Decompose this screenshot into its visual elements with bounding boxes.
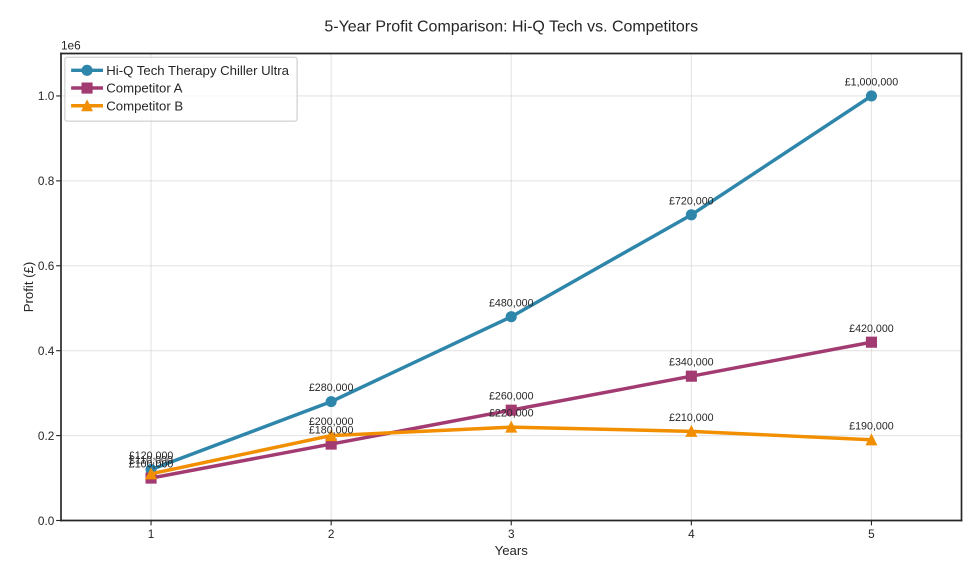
svg-text:Competitor B: Competitor B [106,98,183,113]
svg-text:£280,000: £280,000 [309,382,354,394]
svg-text:£190,000: £190,000 [849,420,894,432]
svg-text:£340,000: £340,000 [669,357,714,369]
svg-text:0.6: 0.6 [38,259,55,273]
svg-text:5: 5 [868,527,875,541]
svg-text:£210,000: £210,000 [669,412,714,424]
svg-text:£110,000: £110,000 [129,454,173,466]
svg-text:£220,000: £220,000 [489,408,534,420]
svg-text:2: 2 [328,527,335,541]
svg-text:4: 4 [688,527,695,541]
svg-text:1.0: 1.0 [38,89,55,103]
svg-text:£180,000: £180,000 [309,425,354,437]
svg-text:0.4: 0.4 [38,344,55,358]
svg-text:£200,000: £200,000 [309,416,354,428]
svg-text:1e6: 1e6 [61,38,81,52]
svg-text:£100,000: £100,000 [129,459,174,471]
svg-text:Profit (£): Profit (£) [21,262,36,313]
svg-text:£260,000: £260,000 [489,391,534,403]
svg-text:£1,000,000: £1,000,000 [845,77,899,89]
svg-text:0.2: 0.2 [38,429,54,443]
svg-text:Hi-Q Tech Therapy Chiller Ultr: Hi-Q Tech Therapy Chiller Ultra [106,63,289,78]
svg-text:0.8: 0.8 [38,174,55,188]
svg-text:Years: Years [495,543,529,558]
svg-text:Competitor A: Competitor A [106,81,182,96]
svg-text:£720,000: £720,000 [669,195,714,207]
svg-text:0.0: 0.0 [38,514,55,528]
svg-text:1: 1 [148,527,155,541]
svg-text:£120,000: £120,000 [129,450,174,462]
svg-text:£420,000: £420,000 [849,323,894,335]
svg-text:5-Year Profit Comparison: Hi-Q: 5-Year Profit Comparison: Hi-Q Tech vs. … [324,18,698,35]
svg-text:£480,000: £480,000 [489,297,534,309]
svg-text:3: 3 [508,527,515,541]
